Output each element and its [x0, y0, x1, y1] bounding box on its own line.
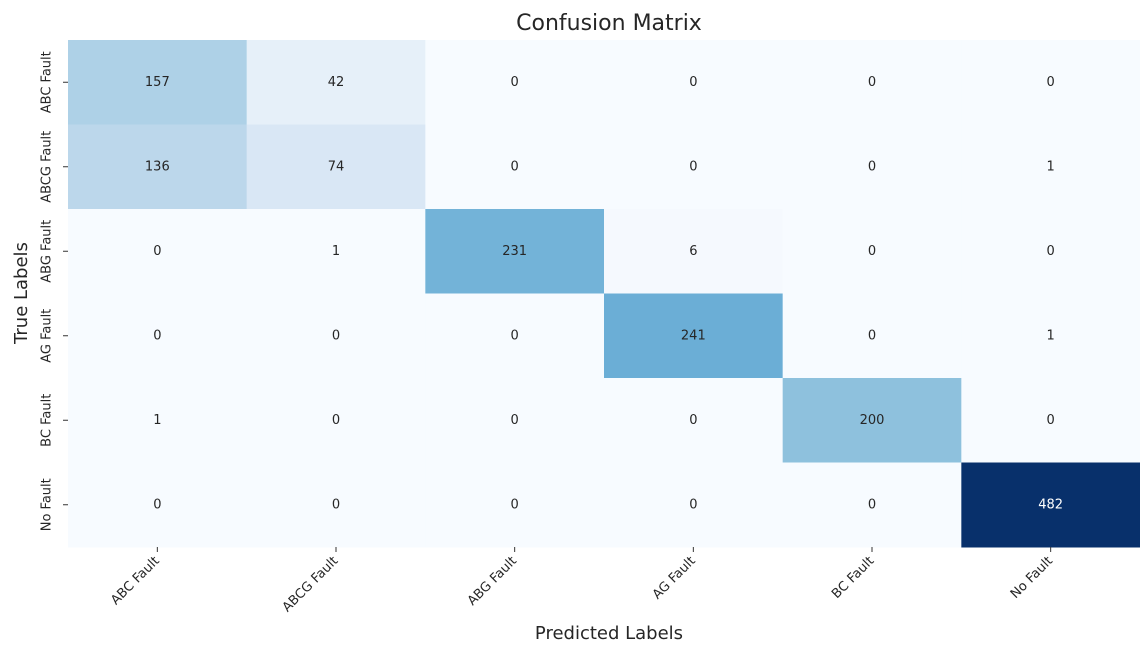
heatmap-cell: [604, 462, 784, 548]
cell-label: 0: [868, 159, 876, 174]
cell-label: 0: [511, 75, 519, 90]
x-tick-label: ABCG Fault: [280, 554, 342, 616]
cell-label: 0: [1047, 75, 1055, 90]
y-tick-label: ABC Fault: [40, 51, 55, 113]
heatmap-cell: [68, 124, 248, 210]
cell-label: 0: [689, 497, 697, 512]
cell-label: 0: [868, 75, 876, 90]
cell-label: 200: [860, 413, 885, 428]
heatmap-cell: [246, 378, 426, 463]
cell-label: 0: [689, 413, 697, 428]
cell-label: 0: [153, 328, 161, 343]
cell-label: 1: [1047, 159, 1055, 174]
cell-label: 0: [689, 159, 697, 174]
y-tick-label: No Fault: [40, 478, 55, 531]
heatmap-cell: [425, 293, 605, 379]
heatmap-cell: [782, 124, 962, 210]
cell-label: 0: [511, 159, 519, 174]
heatmap-cell: [782, 209, 962, 294]
chart-title: Confusion Matrix: [516, 11, 702, 36]
heatmap-cell: [425, 462, 605, 548]
heatmap-cell: [68, 462, 248, 548]
y-tick-label: BC Fault: [40, 394, 55, 447]
heatmap-cell: [961, 293, 1140, 379]
heatmap-cell: [425, 209, 605, 294]
cell-label: 0: [332, 413, 340, 428]
cell-label: 0: [511, 413, 519, 428]
heatmap-cell: [246, 462, 426, 548]
y-axis-label: True Labels: [11, 242, 32, 345]
cell-label: 6: [689, 244, 697, 259]
cell-label: 241: [681, 328, 706, 343]
cell-label: 1: [1047, 328, 1055, 343]
heatmap-cell: [604, 209, 784, 294]
cell-label: 0: [689, 75, 697, 90]
heatmap-cell: [782, 378, 962, 463]
heatmap-cell: [961, 124, 1140, 210]
x-tick-label: BC Fault: [829, 554, 877, 602]
cell-label: 0: [868, 497, 876, 512]
x-tick-label: AG Fault: [650, 554, 699, 603]
y-tick-label: ABG Fault: [40, 220, 55, 283]
heatmap-cell: [246, 40, 426, 125]
heatmap-cell: [961, 40, 1140, 125]
cell-label: 0: [153, 497, 161, 512]
x-axis-label: Predicted Labels: [535, 623, 683, 644]
cell-label: 482: [1038, 497, 1063, 512]
cell-label: 0: [868, 328, 876, 343]
heatmap-cell: [782, 293, 962, 379]
cell-label: 0: [1047, 244, 1055, 259]
cell-label: 157: [145, 75, 170, 90]
cell-label: 42: [328, 75, 345, 90]
cell-label: 0: [511, 328, 519, 343]
heatmap-cell: [604, 124, 784, 210]
cell-label: 1: [153, 413, 161, 428]
cell-label: 231: [502, 244, 527, 259]
cell-label: 0: [332, 328, 340, 343]
heatmap-cell: [246, 209, 426, 294]
cell-label: 0: [511, 497, 519, 512]
heatmap-cell: [961, 378, 1140, 463]
heatmap-cell: [425, 40, 605, 125]
x-tick-label: ABG Fault: [465, 554, 520, 609]
heatmap-cell: [246, 293, 426, 379]
heatmap-cell: [604, 40, 784, 125]
cell-label: 0: [868, 244, 876, 259]
cell-label: 74: [328, 159, 345, 174]
cell-label: 0: [153, 244, 161, 259]
cell-label: 0: [332, 497, 340, 512]
heatmap-cell: [604, 293, 784, 379]
cell-label: 136: [145, 159, 170, 174]
heatmap-cell: [961, 462, 1140, 548]
cell-label: 0: [1047, 413, 1055, 428]
x-tick-label: ABC Fault: [108, 554, 162, 608]
y-tick-label: AG Fault: [40, 309, 55, 363]
cell-label: 1: [332, 244, 340, 259]
heatmap-cell: [782, 40, 962, 125]
heatmap-cell: [246, 124, 426, 210]
heatmap-cell: [68, 209, 248, 294]
x-tick-label: No Fault: [1008, 554, 1056, 602]
heatmap-cell: [425, 378, 605, 463]
heatmap-cell: [425, 124, 605, 210]
heatmap-cell: [68, 40, 248, 125]
heatmap-cell: [782, 462, 962, 548]
heatmap-cell: [68, 293, 248, 379]
y-tick-label: ABCG Fault: [40, 131, 55, 203]
heatmap-cell: [604, 378, 784, 463]
heatmap-cell: [961, 209, 1140, 294]
heatmap-cell: [68, 378, 248, 463]
